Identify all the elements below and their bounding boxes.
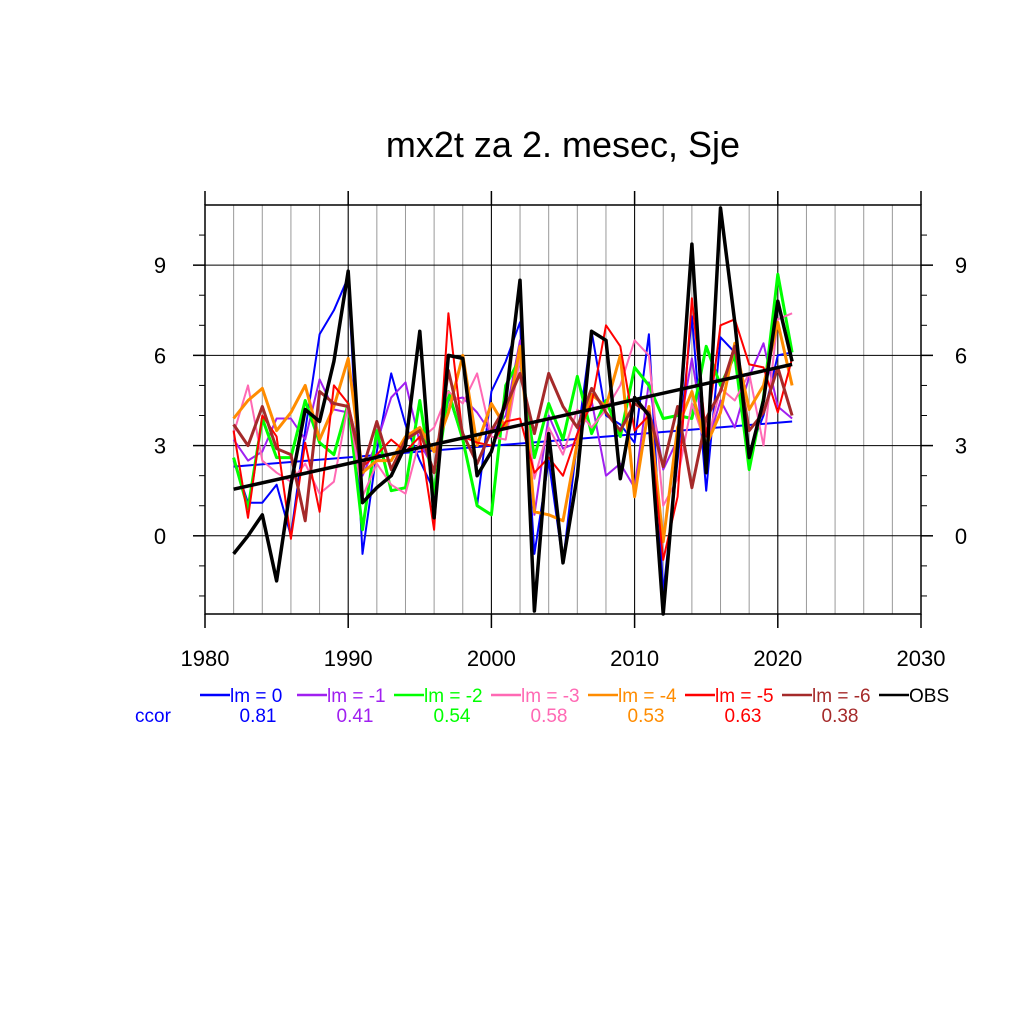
legend-entry: lm = -5: [715, 686, 774, 707]
legend-entry: OBS: [909, 686, 949, 707]
ccor-value: 0.38: [822, 706, 859, 727]
series-line-3: [232, 312, 793, 507]
legend-entry: lm = -1: [327, 686, 386, 707]
ccor-value: 0.53: [628, 706, 665, 727]
axis-ticks: 1980 1990 2000 2010 2020 2030 0 0 3 3 6 6 9 9: [154, 191, 967, 671]
plot-border: [204, 204, 922, 615]
y-tick-label: 0: [154, 524, 166, 549]
legend-entry: lm = -3: [521, 686, 580, 707]
x-tick-label: 2010: [610, 646, 659, 671]
ccor-value: 0.63: [725, 706, 762, 727]
series-lines: [232, 206, 794, 616]
trend-line-0: [233, 420, 793, 468]
ccor-value: 0.81: [240, 706, 277, 727]
y-tick-label: 9: [154, 253, 166, 278]
trend-line-7: [233, 362, 793, 491]
ccor-value: 0.58: [531, 706, 568, 727]
ccor-value: 0.41: [337, 706, 374, 727]
legend-entry: lm = -4: [618, 686, 677, 707]
legend-entry: lm = -6: [812, 686, 871, 707]
y-tick-label-right: 3: [955, 434, 967, 459]
y-tick-label-right: 0: [955, 524, 967, 549]
y-tick-label-right: 9: [955, 253, 967, 278]
x-tick-label: 2000: [467, 646, 516, 671]
legend: ccor lm = 00.81 lm = -10.41 lm = -20.54 lm =…: [135, 686, 949, 727]
series-line-7: [232, 206, 794, 616]
x-tick-label: 2020: [753, 646, 802, 671]
x-tick-label: 1980: [181, 646, 230, 671]
x-tick-label: 2030: [897, 646, 946, 671]
legend-entry: lm = 0: [230, 686, 282, 707]
legend-entry: lm = -2: [424, 686, 483, 707]
x-tick-label: 1990: [324, 646, 373, 671]
y-tick-label: 3: [154, 434, 166, 459]
plot-frame: [204, 204, 922, 615]
y-tick-label: 6: [154, 343, 166, 368]
y-tick-label-right: 6: [955, 343, 967, 368]
ccor-value: 0.54: [434, 706, 471, 727]
ccor-label: ccor: [135, 706, 172, 727]
chart-title: mx2t za 2. mesec, Sje: [386, 124, 740, 165]
